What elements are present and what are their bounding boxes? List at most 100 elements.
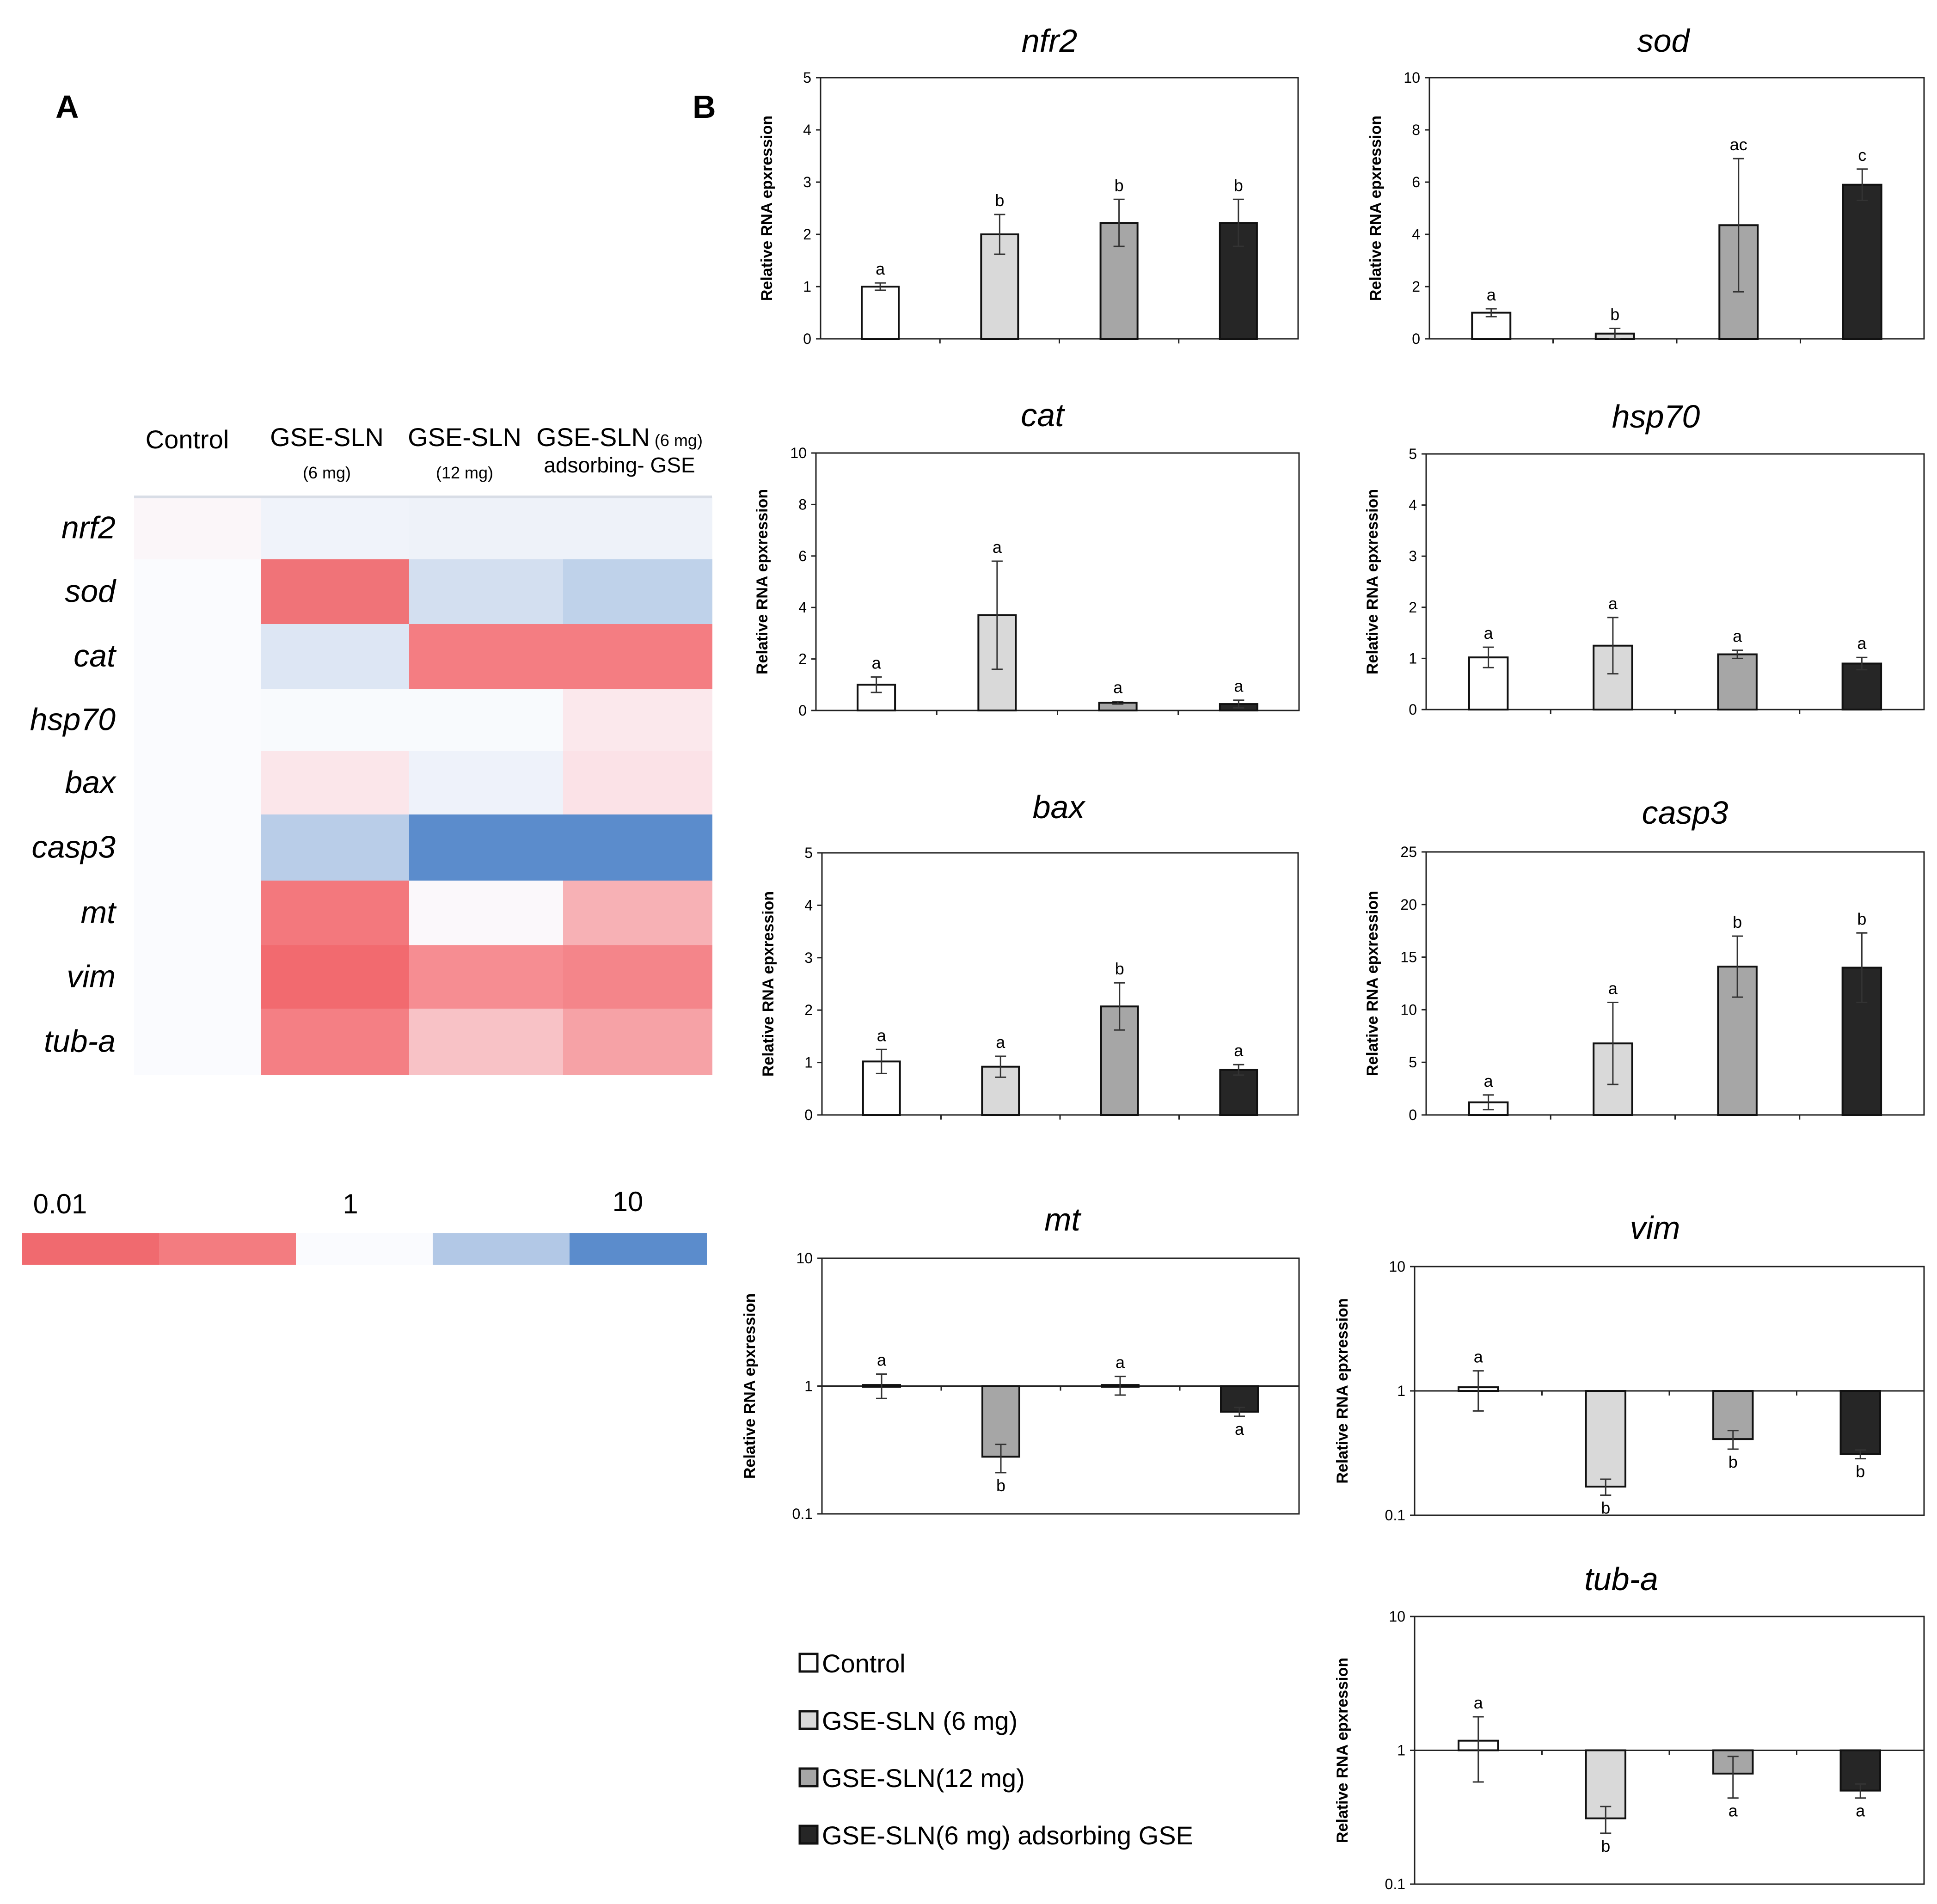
heatmap-cell	[261, 624, 410, 689]
chart-casp3: casp3 0 5 10 15 20 25 Relative RNA epxression a a…	[1364, 795, 1925, 1123]
significance-label: c	[1858, 146, 1866, 165]
heatmap-cell	[563, 814, 712, 881]
y-tick-label: 8	[1412, 122, 1420, 138]
heatmap-cell	[261, 881, 410, 946]
heatmap-row-label: bax	[65, 765, 116, 800]
y-tick-label: 3	[1409, 548, 1417, 564]
significance-label: b	[996, 1476, 1005, 1495]
heatmap-cell	[261, 559, 410, 624]
legend-item: Control	[798, 1649, 906, 1678]
legend: Control GSE-SLN (6 mg) GSE-SLN(12 mg) GSE-S…	[798, 1649, 1193, 1850]
heatmap-cell	[134, 1009, 262, 1075]
heatmap-row-label: cat	[74, 638, 117, 673]
y-tick-label: 0	[798, 702, 807, 719]
significance-label: a	[1857, 634, 1867, 653]
y-tick-label: 2	[804, 1002, 813, 1018]
y-tick-label: 10	[1400, 1001, 1417, 1018]
significance-label: a	[993, 538, 1002, 557]
y-axis-label: Relative RNA epxression	[1334, 1298, 1351, 1483]
chart-title: hsp70	[1612, 398, 1700, 435]
heatmap-cell	[261, 1009, 410, 1075]
y-axis-label: Relative RNA epxression	[758, 116, 776, 301]
significance-label: a	[872, 654, 882, 673]
y-tick-label: 4	[804, 897, 813, 913]
y-tick-label: 3	[803, 174, 811, 190]
heatmap-row-label: sod	[65, 574, 116, 609]
significance-label: a	[1733, 627, 1742, 646]
y-tick-label: 0	[803, 331, 811, 347]
significance-label: a	[1608, 594, 1618, 613]
heatmap-cell	[409, 945, 564, 1009]
heatmap-row-label: mt	[80, 895, 117, 930]
heatmap-cell	[563, 751, 712, 815]
y-tick-label: 2	[1412, 278, 1420, 295]
y-tick-label: 6	[1412, 174, 1420, 190]
significance-label: b	[1601, 1837, 1610, 1855]
bar	[1842, 184, 1882, 340]
heatmap-column-subheader: (12 mg)	[436, 463, 493, 482]
y-tick-label: 1	[1409, 650, 1417, 667]
heatmap-cell	[409, 881, 564, 946]
heatmap-column-header: GSE-SLN	[270, 422, 384, 452]
y-tick-label: 10	[790, 445, 807, 461]
y-tick-label: 15	[1400, 949, 1417, 966]
color-scale-segment	[570, 1233, 707, 1265]
heatmap-row-label: vim	[67, 959, 116, 994]
legend-label: GSE-SLN (6 mg)	[822, 1706, 1018, 1735]
heatmap-cell	[409, 689, 564, 752]
y-tick-label: 0.1	[1385, 1507, 1405, 1524]
bar	[1841, 662, 1882, 710]
significance-label: a	[1487, 285, 1496, 304]
panel-label-a: A	[55, 89, 79, 125]
chart-vim: vim 0.1 1 10 Relative RNA epxression a b b b	[1334, 1210, 1925, 1524]
heatmap-cell	[134, 497, 262, 560]
heatmap-cell	[409, 497, 564, 560]
legend-label: GSE-SLN(12 mg)	[822, 1763, 1025, 1793]
y-tick-label: 1	[803, 278, 811, 295]
significance-label: a	[1474, 1693, 1483, 1712]
legend-item: GSE-SLN(12 mg)	[798, 1763, 1025, 1793]
heatmap-column-subheader: (6 mg)	[303, 463, 351, 482]
y-tick-label: 6	[798, 548, 807, 564]
significance-label: a	[876, 259, 885, 278]
y-tick-label: 2	[803, 226, 811, 243]
y-tick-label: 0	[1412, 331, 1420, 347]
heatmap-cell	[134, 559, 262, 624]
color-scale-segment	[433, 1233, 570, 1265]
y-tick-label: 0	[804, 1107, 813, 1123]
significance-label: a	[1729, 1801, 1738, 1820]
significance-label: a	[1474, 1347, 1483, 1366]
y-axis-label: Relative RNA epxression	[1364, 891, 1381, 1076]
heatmap-cell	[409, 624, 564, 689]
legend-swatch	[798, 1767, 819, 1788]
color-scale-segment	[296, 1233, 433, 1265]
chart-hsp70: hsp70 0 1 2 3 4 5 Relative RNA epxression a a a a	[1364, 398, 1925, 718]
y-tick-label: 0	[1409, 1107, 1417, 1123]
y-tick-label: 1	[804, 1378, 813, 1395]
heatmap-cell	[134, 624, 262, 689]
heatmap-cell	[134, 881, 262, 946]
chart-title: vim	[1630, 1210, 1680, 1246]
heatmap-cell	[134, 945, 262, 1009]
significance-label: a	[1856, 1801, 1865, 1820]
y-tick-label: 5	[1409, 1054, 1417, 1071]
y-tick-label: 0.1	[1385, 1876, 1405, 1892]
chart-title: sod	[1637, 23, 1691, 59]
heatmap-cell	[261, 814, 410, 881]
heatmap-row-label: nrf2	[61, 510, 116, 545]
heatmap-cell	[563, 1009, 712, 1075]
chart-tub-a: tub-a 0.1 1 10 Relative RNA epxression a b a a	[1334, 1561, 1925, 1892]
heatmap-row-label: hsp70	[30, 702, 116, 737]
color-scale-label: 10	[613, 1186, 644, 1217]
significance-label: a	[996, 1033, 1005, 1052]
heatmap-cell	[563, 881, 712, 946]
heatmap-cell	[261, 497, 410, 560]
color-scale-segment	[22, 1233, 159, 1265]
y-tick-label: 3	[804, 949, 813, 966]
heatmap-cell	[409, 1009, 564, 1075]
significance-label: b	[1234, 176, 1243, 195]
y-tick-label: 10	[796, 1250, 813, 1267]
y-axis-label: Relative RNA epxression	[1334, 1658, 1351, 1843]
